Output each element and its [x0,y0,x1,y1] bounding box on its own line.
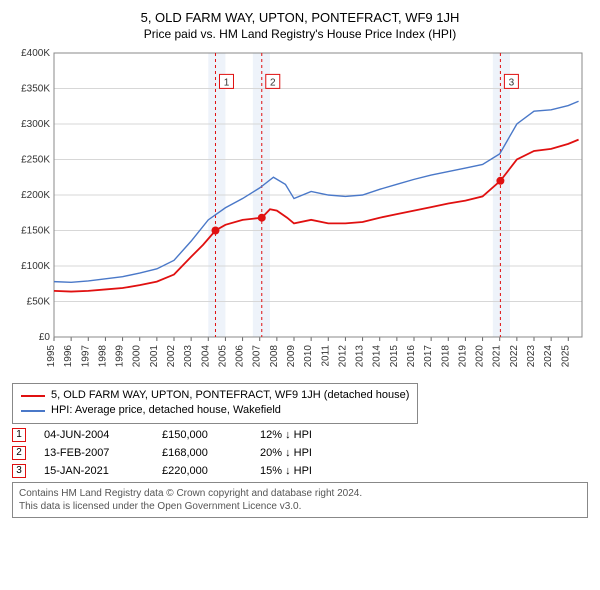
svg-text:£250K: £250K [21,155,50,166]
svg-text:1: 1 [224,77,230,88]
svg-text:2011: 2011 [320,345,331,367]
svg-text:2021: 2021 [492,345,503,368]
svg-text:1999: 1999 [115,345,126,368]
svg-text:2017: 2017 [423,345,434,368]
event-delta: 15% ↓ HPI [260,465,312,477]
svg-text:2018: 2018 [440,345,451,368]
svg-text:£400K: £400K [21,48,50,59]
svg-text:2001: 2001 [149,345,160,368]
svg-text:1996: 1996 [63,345,74,368]
svg-text:2000: 2000 [132,345,143,368]
svg-text:2010: 2010 [303,345,314,368]
svg-text:£50K: £50K [27,297,51,308]
svg-text:£100K: £100K [21,261,50,272]
legend-swatch [21,395,45,397]
svg-text:2024: 2024 [543,345,554,368]
svg-text:2019: 2019 [457,345,468,368]
svg-text:1998: 1998 [97,345,108,368]
svg-text:£350K: £350K [21,84,50,95]
svg-text:1997: 1997 [80,345,91,368]
event-delta: 12% ↓ HPI [260,429,312,441]
legend-label: 5, OLD FARM WAY, UPTON, PONTEFRACT, WF9 … [51,388,409,403]
svg-text:1995: 1995 [46,345,57,368]
event-marker-box: 1 [12,428,26,442]
svg-text:2009: 2009 [286,345,297,368]
svg-text:2004: 2004 [200,345,211,368]
svg-text:2014: 2014 [372,345,383,368]
event-date: 13-FEB-2007 [44,447,144,459]
legend-item: HPI: Average price, detached house, Wake… [21,403,409,418]
svg-text:£150K: £150K [21,226,50,237]
svg-text:2005: 2005 [217,345,228,368]
legend-swatch [21,410,45,412]
svg-text:2007: 2007 [252,345,263,368]
chart-subtitle: Price paid vs. HM Land Registry's House … [8,27,592,41]
event-row: 3 15-JAN-2021 £220,000 15% ↓ HPI [12,464,588,478]
svg-text:2012: 2012 [337,345,348,368]
svg-text:2025: 2025 [560,345,571,368]
event-date: 04-JUN-2004 [44,429,144,441]
svg-text:2020: 2020 [475,345,486,368]
svg-text:2003: 2003 [183,345,194,368]
svg-text:£0: £0 [39,332,51,343]
svg-text:2015: 2015 [389,345,400,368]
svg-text:2008: 2008 [269,345,280,368]
event-price: £150,000 [162,429,242,441]
svg-text:£300K: £300K [21,119,50,130]
svg-text:2022: 2022 [509,345,520,368]
event-marker-box: 2 [12,446,26,460]
svg-text:3: 3 [509,77,515,88]
line-chart: £0 £50K £100K £150K £200K £250K £300K £350K £400… [8,47,592,377]
event-row: 2 13-FEB-2007 £168,000 20% ↓ HPI [12,446,588,460]
footer-line2: This data is licensed under the Open Gov… [19,500,581,513]
svg-text:2016: 2016 [406,345,417,368]
chart-container: £0 £50K £100K £150K £200K £250K £300K £350K £400… [8,47,592,377]
event-row: 1 04-JUN-2004 £150,000 12% ↓ HPI [12,428,588,442]
event-price: £168,000 [162,447,242,459]
svg-text:2023: 2023 [526,345,537,368]
events-table: 1 04-JUN-2004 £150,000 12% ↓ HPI 2 13-FEB-200… [12,428,588,478]
event-marker-box: 3 [12,464,26,478]
chart-title: 5, OLD FARM WAY, UPTON, PONTEFRACT, WF9 … [8,10,592,25]
footer-line1: Contains HM Land Registry data © Crown c… [19,487,581,500]
event-date: 15-JAN-2021 [44,465,144,477]
svg-text:2013: 2013 [355,345,366,368]
svg-text:2006: 2006 [235,345,246,368]
svg-text:2: 2 [270,77,276,88]
attribution-footer: Contains HM Land Registry data © Crown c… [12,482,588,518]
legend-label: HPI: Average price, detached house, Wake… [51,403,281,418]
event-delta: 20% ↓ HPI [260,447,312,459]
legend-item: 5, OLD FARM WAY, UPTON, PONTEFRACT, WF9 … [21,388,409,403]
svg-text:£200K: £200K [21,190,50,201]
svg-text:2002: 2002 [166,345,177,368]
event-price: £220,000 [162,465,242,477]
legend: 5, OLD FARM WAY, UPTON, PONTEFRACT, WF9 … [12,383,418,424]
